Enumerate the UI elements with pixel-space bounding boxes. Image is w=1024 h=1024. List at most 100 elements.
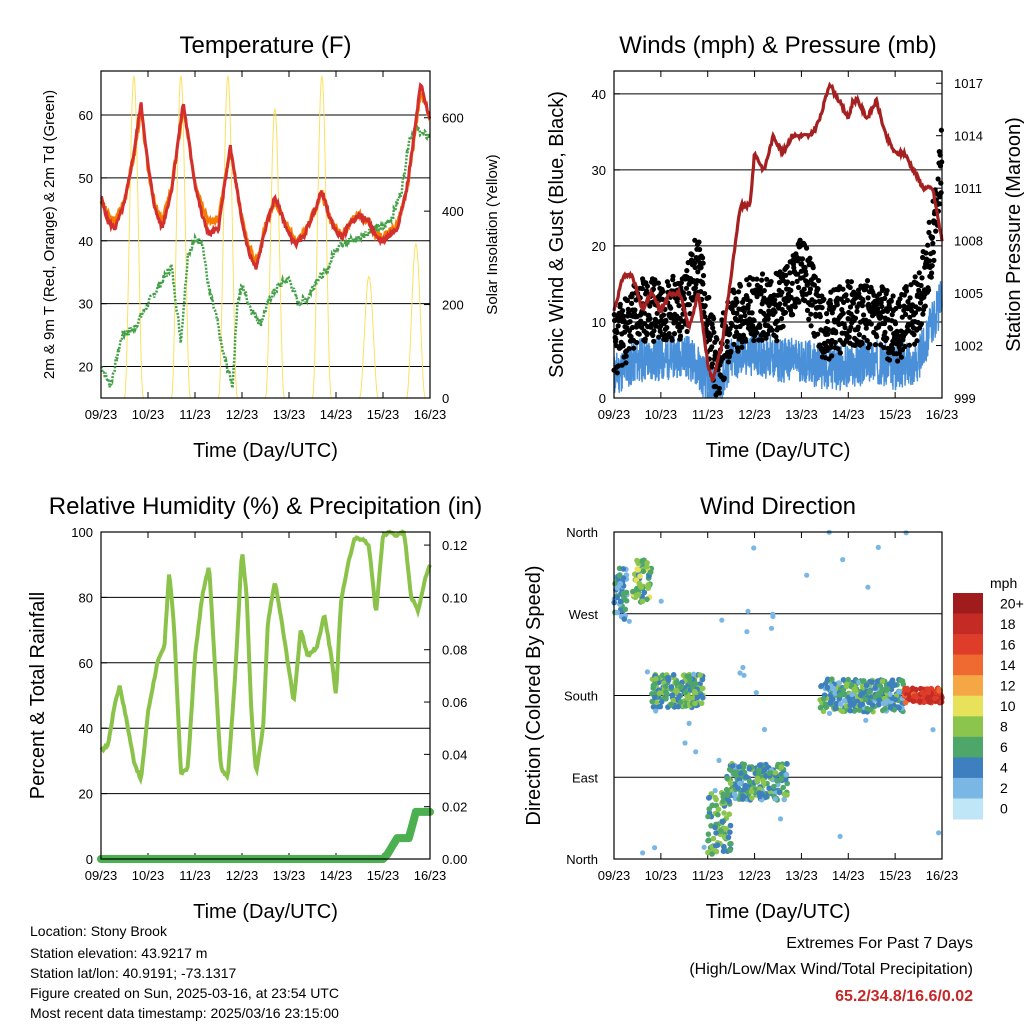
gust-point — [797, 237, 803, 243]
gust-point — [689, 252, 695, 258]
direction-point — [745, 608, 751, 614]
direction-point — [865, 584, 871, 590]
gust-point — [711, 316, 717, 322]
direction-point — [738, 770, 744, 776]
humidity-precip-panel: Relative Humidity (%) & Precipitation (i… — [27, 493, 482, 923]
dewpoint-line — [100, 124, 431, 389]
gust-point — [917, 300, 924, 306]
gust-point — [741, 308, 747, 314]
direction-point — [892, 682, 898, 688]
gust-point — [615, 323, 621, 329]
y2-tick-label: 0.10 — [442, 590, 467, 605]
gust-point — [763, 335, 769, 341]
gust-point — [759, 337, 765, 343]
direction-point — [724, 775, 730, 782]
colorbar-swatch — [953, 757, 983, 779]
y2-tick-label: 0.04 — [442, 747, 467, 762]
gust-point — [769, 327, 775, 333]
gust-point — [784, 279, 791, 285]
x-tick-label: 16/23 — [926, 868, 959, 883]
gust-point — [660, 288, 666, 294]
x-tick-label: 13/23 — [273, 868, 306, 883]
gust-point — [859, 341, 865, 347]
x-axis-label: Time (Day/UTC) — [193, 440, 338, 462]
direction-point — [709, 851, 715, 857]
gust-point — [834, 302, 840, 308]
gust-point — [697, 246, 703, 253]
direction-point — [723, 786, 730, 793]
gust-point — [675, 321, 682, 327]
gust-point — [670, 273, 676, 279]
x-tick-label: 09/23 — [85, 407, 118, 422]
x-tick-label: 14/23 — [832, 407, 865, 422]
direction-point — [686, 673, 693, 680]
direction-point — [879, 678, 886, 684]
x-tick-label: 16/23 — [926, 407, 959, 422]
direction-point — [772, 796, 779, 802]
gust-point — [776, 279, 783, 286]
plot-frame — [613, 70, 943, 399]
gust-point — [774, 338, 780, 344]
station-location: Location: Stony Brook — [30, 923, 167, 939]
gust-point — [626, 309, 632, 315]
direction-point — [709, 802, 715, 809]
gust-point — [909, 308, 915, 314]
gust-point — [929, 263, 935, 269]
gust-point — [841, 299, 847, 305]
direction-point — [614, 585, 621, 591]
colorbar-label: 18 — [1000, 616, 1016, 632]
direction-point — [705, 813, 711, 820]
gust-point — [821, 296, 827, 302]
direction-point — [932, 695, 938, 702]
direction-point — [706, 794, 713, 801]
gust-point — [912, 310, 919, 316]
gust-point — [903, 288, 910, 294]
y-tick-label: North — [566, 852, 598, 867]
gust-point — [863, 325, 869, 331]
gust-point — [663, 317, 669, 323]
gust-point — [848, 279, 855, 285]
gust-point — [702, 291, 708, 297]
gust-point — [935, 176, 941, 182]
gust-point — [623, 353, 629, 359]
y-tick-label: 40 — [79, 721, 93, 736]
direction-point — [620, 566, 627, 572]
direction-point — [697, 672, 703, 678]
y-tick-label: 0 — [86, 852, 93, 867]
gust-point — [710, 325, 716, 331]
direction-point — [771, 783, 777, 790]
y2-tick-label: 0.06 — [442, 695, 467, 710]
direction-point — [869, 702, 876, 708]
direction-point — [652, 694, 658, 701]
direction-point — [781, 796, 787, 803]
direction-point — [906, 696, 912, 702]
gust-point — [728, 348, 734, 354]
y-tick-label: 20 — [592, 239, 606, 254]
direction-point — [656, 690, 663, 696]
gust-point — [714, 336, 720, 342]
gust-point — [888, 326, 894, 332]
gust-point — [617, 301, 623, 307]
gust-point — [850, 300, 857, 306]
gust-point — [804, 307, 811, 313]
gust-point — [812, 274, 818, 280]
x-axis-label: Time (Day/UTC) — [706, 901, 851, 923]
direction-point — [741, 761, 747, 768]
direction-point — [848, 682, 855, 688]
colorbar-swatch — [953, 716, 983, 738]
direction-point — [751, 545, 757, 551]
colorbar-label: 4 — [1000, 760, 1008, 776]
gust-point — [779, 289, 785, 295]
extremes-values: 65.2/34.8/16.6/0.02 — [835, 988, 973, 1005]
gust-point — [861, 334, 867, 340]
gust-point — [692, 285, 699, 291]
y2-tick-label: 200 — [442, 298, 464, 313]
colorbar-label: 20+ — [1000, 595, 1024, 611]
gust-point — [734, 310, 740, 316]
y-axis-label: Percent & Total Rainfall — [27, 592, 49, 800]
direction-point — [634, 566, 641, 572]
direction-point — [634, 557, 640, 564]
gust-point — [724, 344, 730, 350]
gust-point — [777, 301, 783, 307]
gust-point — [666, 282, 672, 289]
